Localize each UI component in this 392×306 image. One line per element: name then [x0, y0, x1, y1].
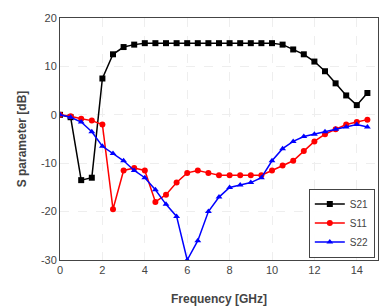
svg-text:8: 8: [227, 264, 233, 276]
svg-text:S11: S11: [350, 218, 367, 229]
svg-text:10: 10: [45, 60, 57, 72]
svg-text:S21: S21: [350, 199, 368, 210]
svg-text:0: 0: [57, 264, 63, 276]
svg-text:20: 20: [45, 12, 57, 24]
svg-text:4: 4: [142, 264, 148, 276]
svg-text:14: 14: [351, 264, 363, 276]
svg-text:10: 10: [266, 264, 278, 276]
svg-text:0: 0: [51, 109, 57, 121]
svg-text:-30: -30: [41, 254, 57, 266]
svg-text:Frequency [GHz]: Frequency [GHz]: [171, 292, 267, 306]
svg-text:-10: -10: [41, 157, 57, 169]
svg-text:S22: S22: [350, 237, 368, 248]
svg-text:6: 6: [184, 264, 190, 276]
svg-text:-20: -20: [41, 205, 57, 217]
svg-text:12: 12: [308, 264, 320, 276]
svg-text:2: 2: [99, 264, 105, 276]
svg-text:S parameter [dB]: S parameter [dB]: [15, 91, 29, 188]
